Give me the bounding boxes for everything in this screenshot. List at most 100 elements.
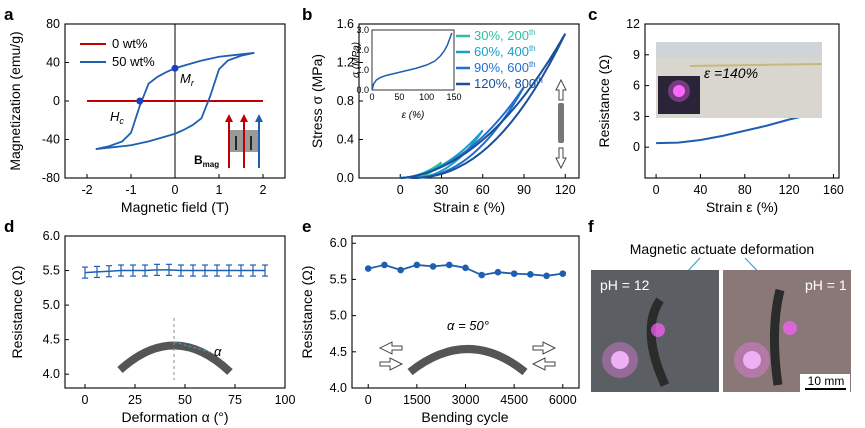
scale-bg [800, 374, 850, 392]
data-point [543, 272, 550, 280]
panel-label-f: f [588, 217, 594, 236]
y-tick-label: 12 [626, 17, 640, 31]
y-tick-label: 4.5 [330, 345, 347, 359]
x-tick-label: 1 [216, 183, 223, 197]
cyclic-curve-2 [400, 129, 484, 179]
ph-left-label: pH = 12 [600, 277, 650, 293]
panel-label-d: d [4, 217, 14, 236]
panel-d-ylabel: Resistance (Ω) [9, 266, 25, 359]
x-tick-label: 120 [779, 183, 800, 197]
data-point [494, 268, 502, 276]
inset-xlabel: ε (%) [402, 110, 425, 121]
data-point [510, 270, 518, 277]
panel-d-frame [64, 235, 286, 389]
inset-frame [371, 29, 455, 91]
y-tick-label: 5.0 [330, 309, 347, 323]
alpha-label-d: α [214, 344, 222, 359]
panel-b-xlabel: Strain ε (%) [433, 199, 505, 215]
panel-d: Deformation α (°) Resistance (Ω) 0 25 50 75… [9, 229, 295, 425]
stretch-illustration [555, 78, 567, 170]
hysteresis-marker [136, 97, 144, 105]
x-tick-label: 0 [653, 183, 660, 197]
x-tick-label: 0 [397, 183, 404, 197]
legend-label-2: 60%, 400th [474, 44, 536, 59]
panel-c-frame [644, 23, 840, 179]
bend-illustration-d: α [117, 318, 233, 380]
x-tick-label: 60 [476, 183, 490, 197]
resistance-strain-curve [656, 113, 812, 145]
x-tick-label: 3000 [452, 393, 480, 407]
data-point [478, 271, 486, 279]
panel-label-b: b [302, 5, 312, 24]
hysteresis-lower-branch [95, 51, 255, 151]
panel-a-xlabel: Magnetic field (T) [121, 199, 229, 215]
panel-label-e: e [302, 217, 311, 236]
stretch-photo: ε =140% [656, 42, 823, 118]
panel-f: Magnetic actuate deformation pH = 12 pH … [591, 241, 851, 392]
inset-x-tick-label: 0 [369, 92, 374, 102]
x-tick-label: 25 [128, 393, 142, 407]
y-tick-label: 0 [53, 94, 60, 108]
x-tick-label: 40 [693, 183, 707, 197]
panel-e-xlabel: Bending cycle [421, 409, 508, 425]
inset-x-tick-label: 150 [446, 92, 461, 102]
inset-y-tick-label: 1.0 [356, 65, 369, 75]
y-tick-label: 6.0 [330, 236, 347, 250]
legend-label-4: 120%, 800th [474, 76, 543, 91]
photo-title: Magnetic actuate deformation [630, 241, 814, 257]
y-tick-label: 5.5 [43, 264, 60, 278]
x-tick-label: 75 [228, 393, 242, 407]
cyclic-curve-4 [400, 33, 567, 179]
y-tick-label: 5.0 [43, 298, 60, 312]
legend-label-3: 90%, 600th [474, 60, 536, 75]
data-point [462, 264, 469, 272]
x-tick-label: 2 [260, 183, 267, 197]
x-tick-label: 0 [172, 183, 179, 197]
y-tick-label: 4.0 [330, 381, 347, 395]
y-tick-label: 40 [46, 56, 60, 70]
inset-y-tick-label: 0.0 [356, 85, 369, 95]
x-tick-label: 30 [435, 183, 449, 197]
data-point [559, 270, 567, 277]
data-point [364, 265, 372, 272]
panel-d-xlabel: Deformation α (°) [121, 409, 228, 425]
data-point [397, 266, 404, 274]
y-tick-label: 0.0 [337, 171, 354, 185]
y-tick-label: 9 [633, 48, 640, 62]
resistance-deformation-line [84, 269, 265, 274]
inset-y-tick-label: 2.0 [356, 45, 369, 55]
alpha-label-e: α = 50° [447, 318, 489, 333]
y-tick-label: 4.0 [43, 367, 60, 381]
legend-label-1: 30%, 200th [474, 28, 536, 43]
ph-right-label: pH = 1 [805, 277, 847, 293]
annot-mr: Mr [180, 71, 195, 88]
y-tick-label: 3 [633, 109, 640, 123]
data-point [429, 263, 437, 270]
y-tick-label: 0.8 [337, 94, 354, 108]
panel-label-a: a [4, 5, 14, 24]
x-tick-label: 6000 [549, 393, 577, 407]
inset-curve [371, 32, 453, 91]
panel-a: Magnetic field (T) Magnetization (emu/g)… [7, 17, 286, 215]
y-tick-label: 4.5 [43, 333, 60, 347]
panel-b: Strain ε (%) Stress σ (MPa) 0 30 60 90 120 0.… [309, 17, 580, 215]
y-tick-label: 5.5 [330, 272, 347, 286]
data-point [445, 261, 453, 269]
x-tick-label: 120 [555, 183, 576, 197]
x-tick-label: 4500 [500, 393, 528, 407]
x-tick-label: 90 [517, 183, 531, 197]
x-tick-label: 1500 [403, 393, 431, 407]
inset-x-tick-label: 100 [419, 92, 434, 102]
x-tick-label: 0 [365, 393, 372, 407]
bmag-label: Bmag [194, 153, 219, 169]
x-tick-label: 80 [738, 183, 752, 197]
inset-ylabel: σ (MPa) [351, 42, 362, 78]
panel-e: Bending cycle Resistance (Ω) 0 1500 3000 45… [299, 235, 580, 425]
y-tick-label: 80 [46, 17, 60, 31]
panel-e-ylabel: Resistance (Ω) [299, 266, 315, 359]
y-tick-label: 1.2 [337, 56, 354, 70]
legend-label-0wt: 0 wt% [112, 36, 148, 51]
photo-strain-label: ε =140% [704, 65, 758, 81]
y-tick-label: -40 [42, 133, 60, 147]
y-tick-label: 6.0 [43, 229, 60, 243]
